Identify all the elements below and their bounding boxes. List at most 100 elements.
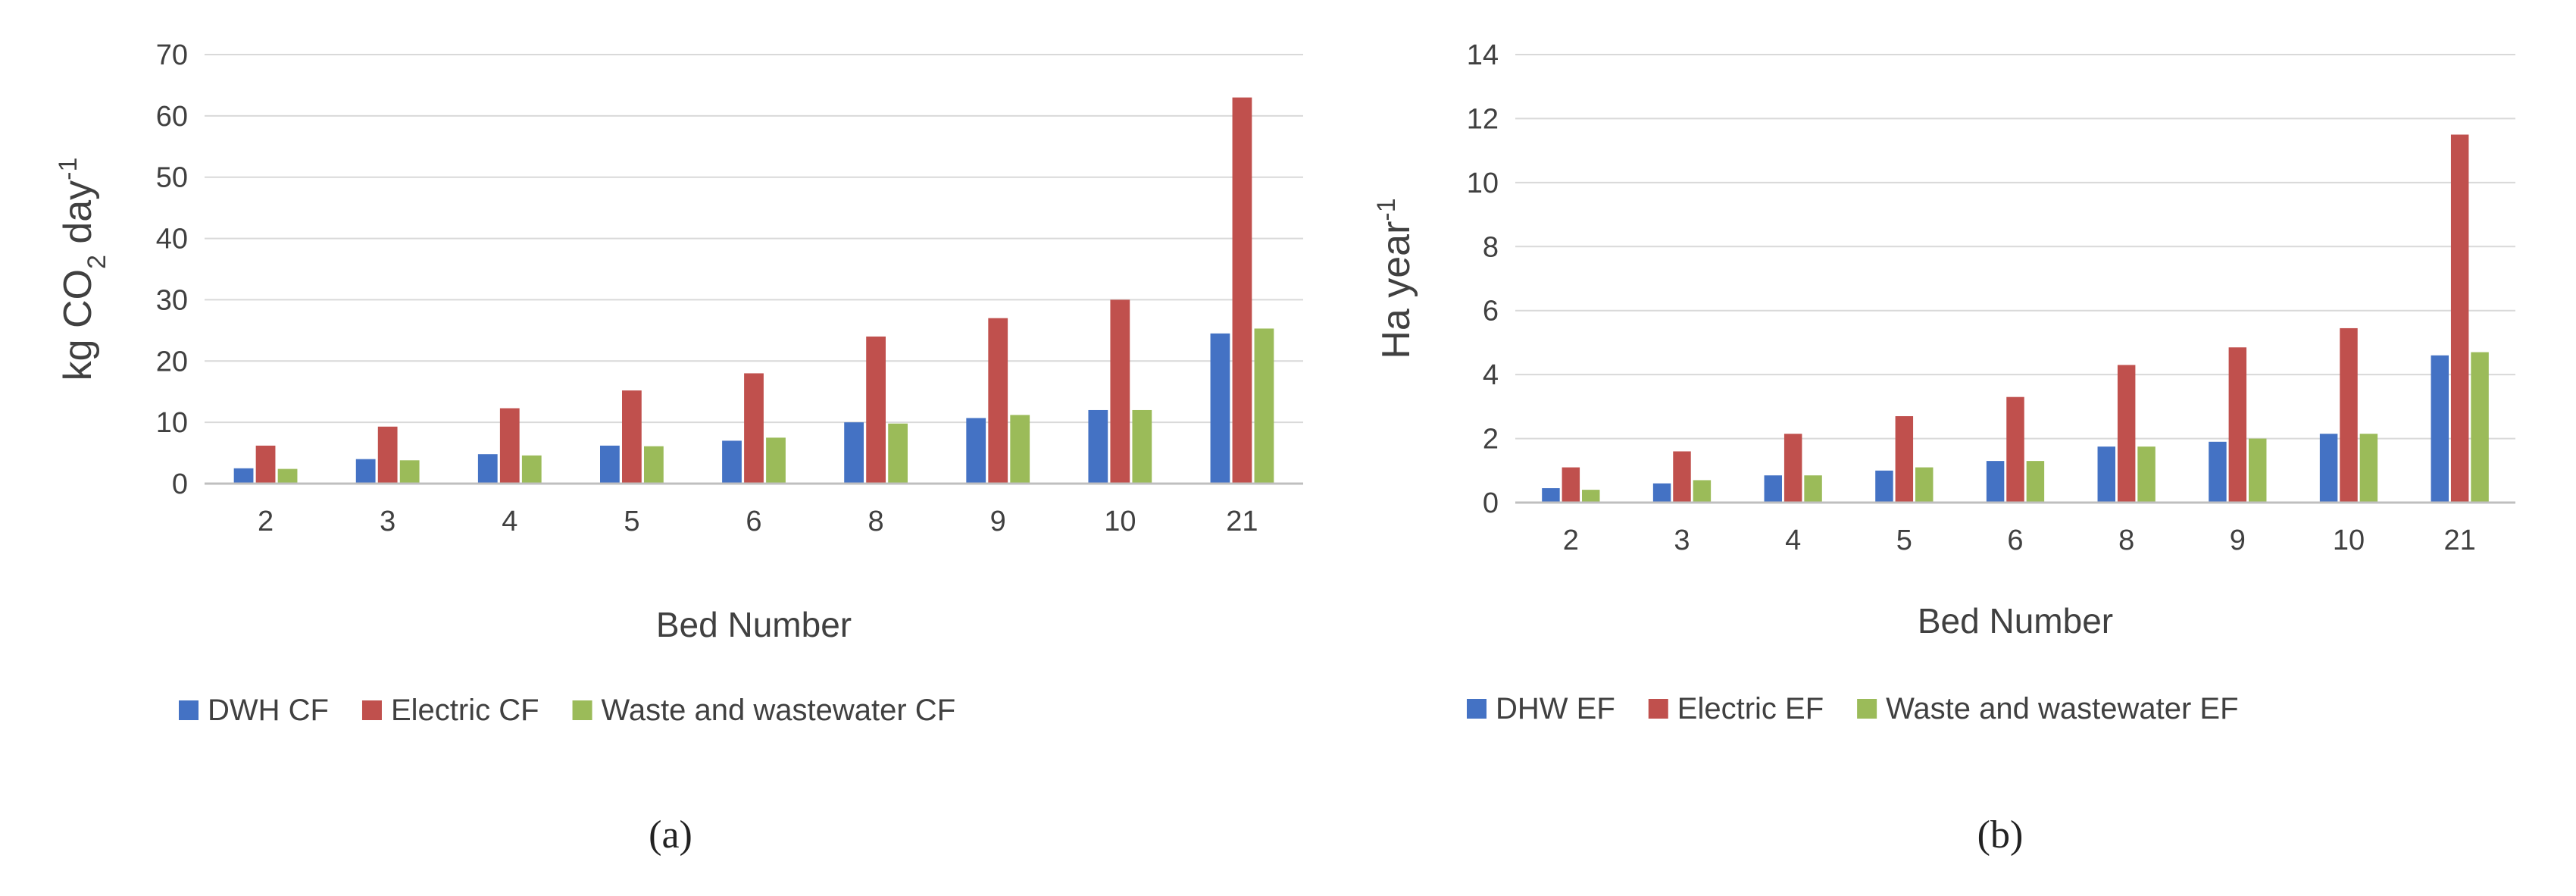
chart-a-x-ticks: 2 3 4 5 6 8 9 10 21 <box>258 506 1258 537</box>
bar-dhw-ef-8 <box>2097 446 2115 503</box>
y-tick-label: 12 <box>1467 103 1499 135</box>
bar-waste-and-wastewater-ef-3 <box>1693 480 1712 503</box>
chart-a-gridlines <box>205 54 1303 424</box>
bar-dwh-cf-2 <box>233 468 254 484</box>
bar-electric-ef-4 <box>1784 434 1802 503</box>
bar-electric-ef-5 <box>1895 416 1914 503</box>
chart-b-y-axis-label: Ha year-1 <box>1372 198 1418 359</box>
bar-dwh-cf-5 <box>600 445 620 484</box>
y-tick-label: 0 <box>1483 487 1499 519</box>
x-tick-label: 4 <box>1785 525 1801 556</box>
x-tick-label: 8 <box>2118 525 2134 556</box>
bar-electric-ef-10 <box>2340 327 2358 503</box>
x-tick-label: 2 <box>1563 525 1579 556</box>
y-tick-label: 70 <box>156 39 188 71</box>
y-tick-label: 60 <box>156 101 188 133</box>
chart-a-y-axis-label-tail: day <box>56 180 100 255</box>
bar-waste-and-wastewater-cf-10 <box>1132 409 1152 484</box>
chart-a-legend: DWH CF Electric CF Waste and wastewater CF <box>179 694 955 727</box>
legend-swatch <box>1648 699 1668 719</box>
y-tick-label: 2 <box>1483 424 1499 456</box>
bar-electric-ef-6 <box>2006 396 2024 503</box>
bar-electric-cf-9 <box>988 318 1008 484</box>
y-tick-label: 20 <box>156 346 188 378</box>
chart-b: 0 2 4 6 8 10 12 14 2 3 4 5 6 8 9 10 21 Bed Number Ha ye… <box>1372 39 2515 857</box>
bar-dhw-ef-3 <box>1652 483 1671 503</box>
bar-dhw-ef-4 <box>1764 475 1782 503</box>
bar-electric-cf-6 <box>744 373 764 484</box>
bar-dhw-ef-5 <box>1875 470 1893 503</box>
bar-dwh-cf-3 <box>355 459 376 484</box>
chart-a-bars <box>233 97 1274 484</box>
chart-a-y-axis-label-main: kg CO <box>56 269 100 381</box>
y-tick-label: 10 <box>1467 168 1499 199</box>
chart-b-bars <box>1542 134 2489 503</box>
bar-electric-ef-9 <box>2228 347 2247 503</box>
bar-waste-and-wastewater-cf-2 <box>277 468 298 484</box>
bar-waste-and-wastewater-cf-3 <box>399 460 420 484</box>
legend-label: Electric EF <box>1677 692 1824 725</box>
bar-dwh-cf-4 <box>477 454 498 484</box>
bar-waste-and-wastewater-ef-8 <box>2137 446 2156 503</box>
bar-electric-cf-10 <box>1110 299 1130 484</box>
y-tick-label: 6 <box>1483 296 1499 327</box>
x-tick-label: 3 <box>380 506 395 537</box>
x-tick-label: 5 <box>624 506 639 537</box>
bar-electric-ef-2 <box>1562 467 1580 503</box>
chart-a-y-axis-label-sub: 2 <box>83 255 111 269</box>
chart-a-y-axis-label: kg CO2 day-1 <box>54 158 111 381</box>
bar-electric-cf-3 <box>377 426 398 484</box>
bar-dwh-cf-21 <box>1210 333 1230 484</box>
y-tick-label: 14 <box>1467 39 1499 71</box>
y-tick-label: 40 <box>156 224 188 255</box>
legend-swatch <box>1857 699 1877 719</box>
y-tick-label: 0 <box>172 468 188 500</box>
bar-waste-and-wastewater-ef-6 <box>2026 461 2045 503</box>
y-tick-label: 50 <box>156 162 188 194</box>
y-tick-label: 10 <box>156 407 188 439</box>
y-tick-label: 30 <box>156 284 188 316</box>
bar-electric-ef-21 <box>2450 134 2469 503</box>
chart-b-x-ticks: 2 3 4 5 6 8 9 10 21 <box>1563 525 2476 556</box>
bar-waste-and-wastewater-ef-10 <box>2359 434 2378 503</box>
chart-b-caption: (b) <box>1977 813 2024 857</box>
legend-label: Waste and wastewater CF <box>602 694 956 727</box>
bar-electric-cf-8 <box>866 336 886 484</box>
chart-b-x-axis-label: Bed Number <box>1918 601 2113 641</box>
legend-swatch <box>179 700 199 720</box>
chart-a-x-axis-label: Bed Number <box>656 605 852 644</box>
bar-dhw-ef-21 <box>2431 355 2449 503</box>
bar-electric-ef-8 <box>2117 365 2136 503</box>
x-tick-label: 5 <box>1896 525 1912 556</box>
bar-waste-and-wastewater-ef-5 <box>1915 467 1934 503</box>
bar-electric-ef-3 <box>1673 451 1691 503</box>
bar-electric-cf-2 <box>255 445 276 484</box>
bar-waste-and-wastewater-cf-8 <box>888 423 908 484</box>
x-tick-label: 21 <box>1226 506 1258 537</box>
legend-label: DWH CF <box>208 694 329 727</box>
x-tick-label: 10 <box>1104 506 1136 537</box>
bar-waste-and-wastewater-cf-6 <box>766 437 786 484</box>
bar-dwh-cf-8 <box>844 422 864 484</box>
legend-swatch <box>361 700 382 720</box>
x-tick-label: 21 <box>2444 525 2476 556</box>
legend-label: Waste and wastewater EF <box>1886 692 2238 725</box>
x-tick-label: 6 <box>746 506 761 537</box>
bar-electric-cf-5 <box>622 390 642 484</box>
chart-a-caption: (a) <box>649 813 692 857</box>
chart-b-y-ticks: 0 2 4 6 8 10 12 14 <box>1467 39 1499 519</box>
y-tick-label: 4 <box>1483 359 1499 391</box>
bar-waste-and-wastewater-ef-9 <box>2249 438 2267 503</box>
bar-dhw-ef-2 <box>1542 488 1560 503</box>
bar-dwh-cf-6 <box>722 440 742 484</box>
x-tick-label: 8 <box>868 506 884 537</box>
bar-waste-and-wastewater-cf-21 <box>1254 328 1274 484</box>
x-tick-label: 4 <box>502 506 517 537</box>
bar-waste-and-wastewater-cf-9 <box>1010 415 1030 484</box>
x-tick-label: 2 <box>258 506 274 537</box>
y-tick-label: 8 <box>1483 231 1499 263</box>
bar-electric-cf-4 <box>499 408 520 484</box>
bar-dhw-ef-10 <box>2319 434 2338 503</box>
bar-dhw-ef-9 <box>2209 441 2227 503</box>
